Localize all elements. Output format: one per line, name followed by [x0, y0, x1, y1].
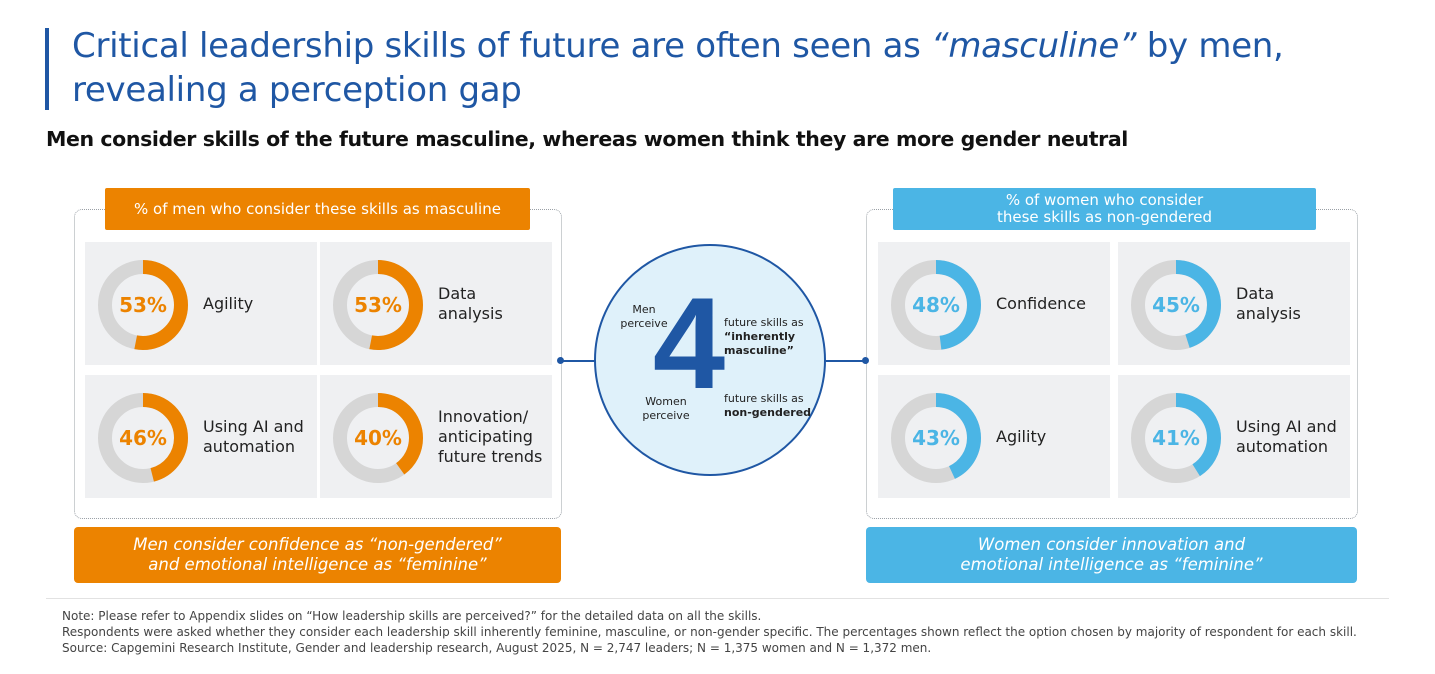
- right-connector-dot: [862, 357, 869, 364]
- women-skill-card: 45% Data analysis: [1118, 242, 1350, 365]
- center-number: 4: [652, 270, 726, 416]
- men-skill-card: 53% Data analysis: [320, 242, 552, 365]
- notes: Note: Please refer to Appendix slides on…: [62, 608, 1402, 656]
- title-accent-bar: [45, 28, 49, 110]
- donut-value-arc: [891, 260, 981, 350]
- donut-percent-label: 53%: [119, 293, 167, 317]
- donut-value-arc: [98, 260, 188, 350]
- donut-percent-label: 46%: [119, 426, 167, 450]
- notes-divider: [46, 598, 1389, 599]
- donut-value-arc: [1131, 260, 1221, 350]
- women-perceive-desc: future skills as non-gendered: [724, 392, 819, 420]
- men-perceive-label: Men perceive: [620, 303, 668, 330]
- women-panel-label: % of women who consider these skills as …: [893, 188, 1316, 230]
- men-skill-label: Data analysis: [438, 283, 503, 323]
- women-skill-card: 41% Using AI and automation: [1118, 375, 1350, 498]
- title-part-1: Critical leadership skills of future are…: [72, 26, 932, 66]
- men-donut-chart: 53%: [98, 260, 188, 350]
- men-perceive-desc: future skills as “inherently masculine”: [724, 316, 814, 358]
- donut-percent-label: 40%: [354, 426, 402, 450]
- title-emphasis: “masculine”: [931, 26, 1137, 66]
- women-donut-chart: 48%: [891, 260, 981, 350]
- men-donut-chart: 53%: [333, 260, 423, 350]
- donut-percent-label: 41%: [1152, 426, 1200, 450]
- donut-percent-label: 45%: [1152, 293, 1200, 317]
- women-skill-label: Data analysis: [1236, 283, 1301, 323]
- men-donut-chart: 46%: [98, 393, 188, 483]
- title-part-2: by men, revealing a perception gap: [72, 26, 1284, 110]
- women-donut-chart: 45%: [1131, 260, 1221, 350]
- women-skill-label: Using AI and automation: [1236, 416, 1337, 456]
- right-connector-line: [826, 360, 866, 362]
- women-desc-line: future skills as: [724, 392, 804, 405]
- donut-percent-label: 48%: [912, 293, 960, 317]
- donut-value-arc: [98, 393, 188, 483]
- note-line-2: Respondents were asked whether they cons…: [62, 625, 1357, 639]
- women-skill-label: Agility: [996, 426, 1047, 446]
- men-skill-card: 53% Agility: [85, 242, 317, 365]
- donut-value-arc: [891, 393, 981, 483]
- donut-percent-label: 53%: [354, 293, 402, 317]
- women-perceive-label: Women perceive: [642, 395, 690, 422]
- women-skill-card: 48% Confidence: [878, 242, 1110, 365]
- women-footnote-box: Women consider innovation and emotional …: [866, 527, 1357, 583]
- men-panel-label: % of men who consider these skills as ma…: [105, 188, 530, 230]
- women-skill-card: 43% Agility: [878, 375, 1110, 498]
- men-skill-label: Innovation/ anticipating future trends: [438, 406, 543, 466]
- men-skill-label: Agility: [203, 293, 254, 313]
- left-connector-dot: [557, 357, 564, 364]
- note-line-3: Source: Capgemini Research Institute, Ge…: [62, 641, 932, 655]
- women-skill-label: Confidence: [996, 293, 1086, 313]
- men-skill-card: 46% Using AI and automation: [85, 375, 317, 498]
- donut-value-arc: [1131, 393, 1221, 483]
- center-circle: [594, 244, 826, 476]
- men-desc-line: future skills as: [724, 316, 804, 329]
- note-line-1: Note: Please refer to Appendix slides on…: [62, 609, 762, 623]
- men-donut-chart: 40%: [333, 393, 423, 483]
- donut-value-arc: [333, 260, 423, 350]
- men-desc-bold: “inherently masculine”: [724, 330, 796, 357]
- men-skill-card: 40% Innovation/ anticipating future trend…: [320, 375, 552, 498]
- men-footnote-box: Men consider confidence as “non-gendered…: [74, 527, 561, 583]
- page-subtitle: Men consider skills of the future mascul…: [46, 127, 1128, 151]
- donut-value-arc: [333, 393, 423, 483]
- women-desc-bold: non-gendered: [724, 406, 812, 419]
- donut-percent-label: 43%: [912, 426, 960, 450]
- women-donut-chart: 41%: [1131, 393, 1221, 483]
- women-donut-chart: 43%: [891, 393, 981, 483]
- left-connector-line: [561, 360, 596, 362]
- page-title: Critical leadership skills of future are…: [72, 24, 1402, 112]
- men-skill-label: Using AI and automation: [203, 416, 304, 456]
